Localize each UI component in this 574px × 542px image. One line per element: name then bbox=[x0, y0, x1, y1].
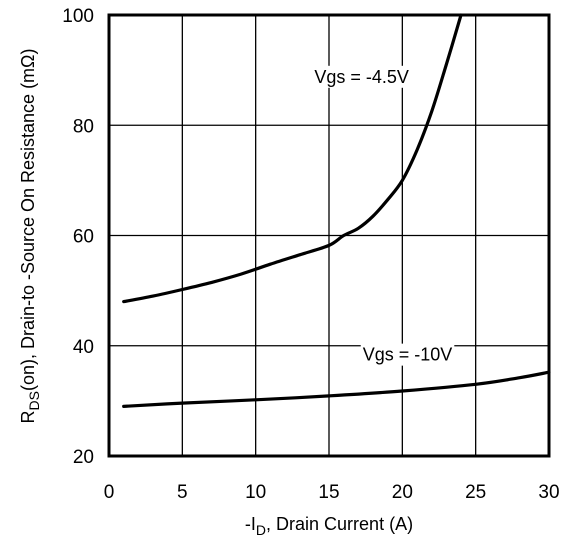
y-tick-label: 40 bbox=[73, 337, 94, 358]
x-tick-labels: 0 5 10 15 20 25 30 bbox=[104, 482, 560, 503]
y-tick-label: 100 bbox=[62, 6, 94, 27]
x-tick-label: 20 bbox=[392, 482, 413, 503]
series-annotations: Vgs = -4.5V Vgs = -10V bbox=[312, 65, 455, 366]
y-tick-label: 60 bbox=[73, 227, 94, 248]
y-tick-labels: 20 40 60 80 100 bbox=[62, 6, 94, 468]
x-tick-label: 15 bbox=[318, 482, 339, 503]
y-tick-label: 80 bbox=[73, 116, 94, 137]
x-tick-label: 10 bbox=[245, 482, 266, 503]
series-label-2: Vgs = -10V bbox=[363, 345, 453, 365]
y-tick-label: 20 bbox=[73, 447, 94, 468]
series-line-2 bbox=[122, 370, 551, 408]
x-tick-label: 0 bbox=[104, 482, 115, 503]
plot-frame bbox=[107, 13, 551, 458]
x-tick-label: 5 bbox=[177, 482, 188, 503]
y-axis-label: RDS(on), Drain-to -Source On Resistance … bbox=[18, 48, 42, 423]
series-label-background bbox=[360, 343, 455, 366]
x-axis-label: -ID, Drain Current (A) bbox=[245, 514, 413, 538]
series-label-background bbox=[312, 65, 411, 88]
series-group bbox=[122, 13, 551, 408]
series-label-1: Vgs = -4.5V bbox=[314, 67, 409, 87]
x-tick-label: 30 bbox=[538, 482, 559, 503]
series-line-1 bbox=[122, 13, 463, 304]
x-tick-label: 25 bbox=[465, 482, 486, 503]
